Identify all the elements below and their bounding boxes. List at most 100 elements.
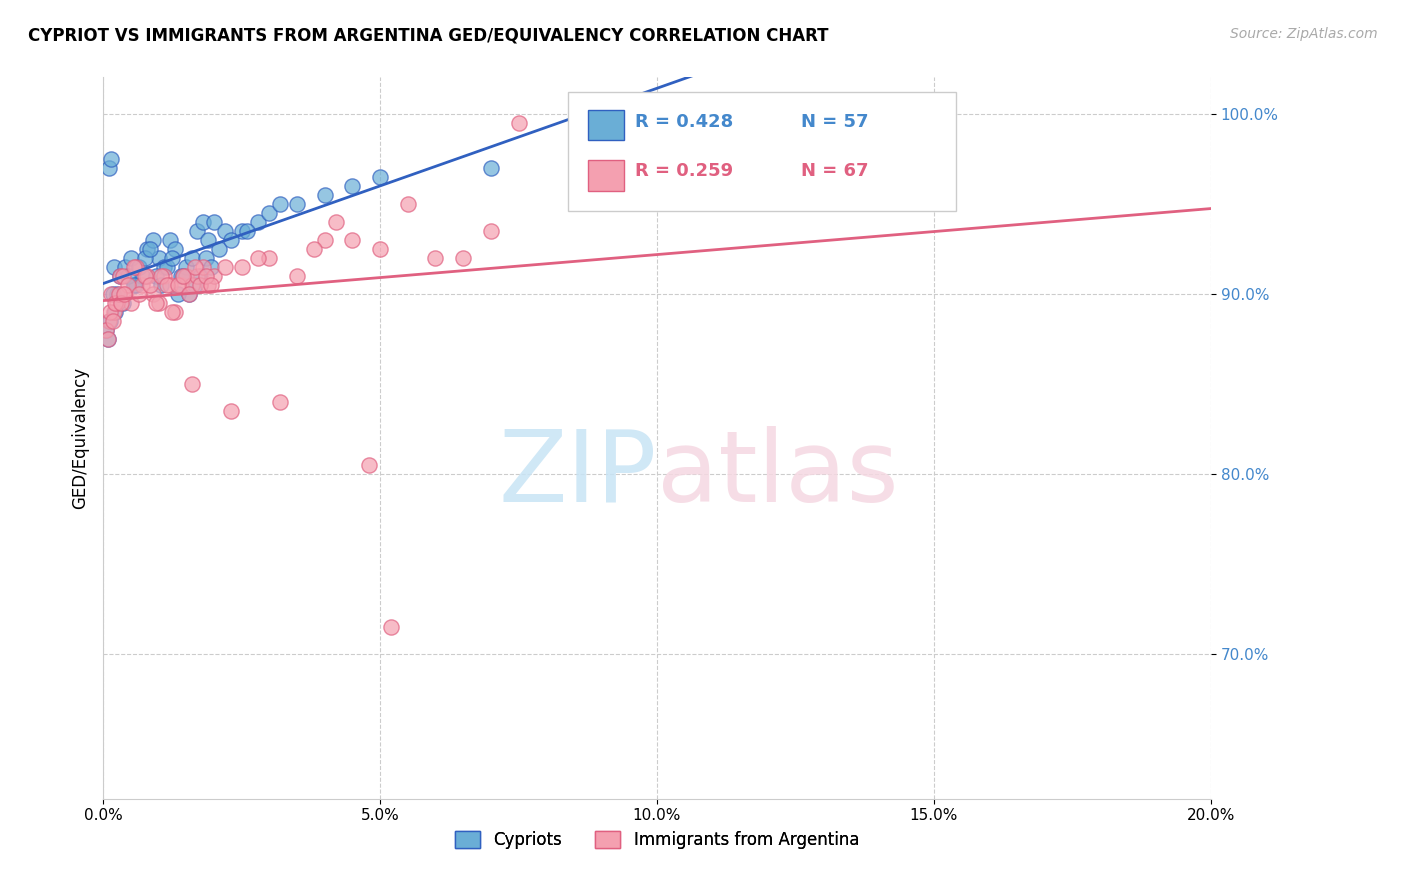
Point <box>105 286 128 301</box>
Point <box>97 161 120 175</box>
Point <box>97 332 120 346</box>
Point <box>325 215 347 229</box>
Text: R = 0.259: R = 0.259 <box>636 162 733 180</box>
Point <box>186 268 208 283</box>
Point <box>247 251 270 265</box>
Point <box>156 277 179 292</box>
Point <box>197 277 219 292</box>
Point <box>122 260 145 274</box>
Point <box>136 242 159 256</box>
Point <box>269 196 291 211</box>
Point <box>342 178 364 193</box>
Point <box>117 277 139 292</box>
Point <box>145 296 167 310</box>
FancyBboxPatch shape <box>588 110 624 140</box>
Point <box>142 286 165 301</box>
Point <box>259 251 281 265</box>
Point <box>208 242 231 256</box>
Point <box>162 251 184 265</box>
Point <box>380 620 402 634</box>
Point <box>114 260 136 274</box>
Point <box>150 277 173 292</box>
Point <box>194 268 217 283</box>
Point <box>136 268 159 283</box>
Point <box>202 215 225 229</box>
Point <box>139 242 162 256</box>
Point <box>200 260 222 274</box>
Point <box>153 268 176 283</box>
Point <box>120 296 142 310</box>
Point <box>188 268 211 283</box>
Text: ZIP: ZIP <box>499 425 657 523</box>
Point <box>165 305 187 319</box>
Point <box>172 268 194 283</box>
Point <box>197 233 219 247</box>
Legend: Cypriots, Immigrants from Argentina: Cypriots, Immigrants from Argentina <box>449 824 866 855</box>
Point <box>98 314 121 328</box>
Point <box>191 260 214 274</box>
Point <box>145 268 167 283</box>
Point <box>110 296 132 310</box>
Point <box>183 260 205 274</box>
Point <box>357 458 380 472</box>
Point <box>259 205 281 219</box>
Point <box>451 251 474 265</box>
Point <box>214 260 236 274</box>
Y-axis label: GED/Equivalency: GED/Equivalency <box>72 367 89 509</box>
Point <box>162 305 184 319</box>
Point <box>191 215 214 229</box>
Point <box>200 277 222 292</box>
Point <box>479 161 502 175</box>
Point <box>159 233 181 247</box>
Point <box>186 224 208 238</box>
Point <box>117 268 139 283</box>
Point <box>183 277 205 292</box>
Point <box>98 305 121 319</box>
Point <box>396 196 419 211</box>
Point <box>103 305 125 319</box>
Point <box>100 152 122 166</box>
FancyBboxPatch shape <box>588 161 624 191</box>
Point <box>97 314 120 328</box>
Point <box>153 260 176 274</box>
Point <box>214 224 236 238</box>
Point <box>169 277 191 292</box>
Point <box>314 187 336 202</box>
Point <box>103 260 125 274</box>
Point <box>169 268 191 283</box>
Text: N = 57: N = 57 <box>801 113 869 131</box>
Point <box>167 277 190 292</box>
Point <box>302 242 325 256</box>
Point <box>174 260 197 274</box>
Point <box>139 277 162 292</box>
Point <box>172 268 194 283</box>
Point <box>94 323 117 337</box>
Point <box>104 305 127 319</box>
Point <box>108 268 131 283</box>
Text: R = 0.428: R = 0.428 <box>636 113 733 131</box>
Point <box>231 260 253 274</box>
Point <box>368 169 391 184</box>
Point <box>111 268 134 283</box>
Point <box>111 296 134 310</box>
FancyBboxPatch shape <box>568 92 956 211</box>
Point <box>174 268 197 283</box>
Point <box>342 233 364 247</box>
Point <box>101 286 124 301</box>
Point <box>314 233 336 247</box>
Point <box>247 215 270 229</box>
Point <box>479 224 502 238</box>
Point <box>107 286 129 301</box>
Point <box>114 286 136 301</box>
Point <box>125 260 148 274</box>
Point <box>285 268 308 283</box>
Point <box>108 268 131 283</box>
Point <box>508 115 530 129</box>
Point <box>134 268 156 283</box>
Point <box>159 277 181 292</box>
Point <box>131 277 153 292</box>
Point <box>285 196 308 211</box>
Point <box>177 286 200 301</box>
Text: atlas: atlas <box>657 425 898 523</box>
Point <box>134 251 156 265</box>
